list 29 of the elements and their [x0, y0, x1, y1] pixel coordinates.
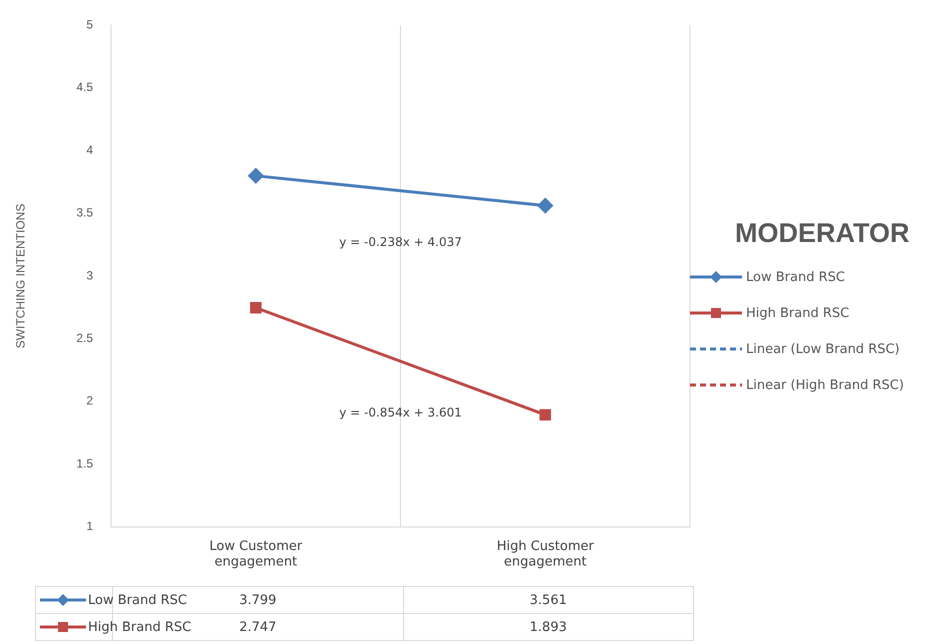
x-tick-label: Low Customer engagement: [209, 538, 303, 570]
point: [248, 168, 264, 184]
legend-label: High Brand RSC: [746, 306, 850, 320]
annotation: y = -0.238x + 4.037: [339, 234, 462, 249]
legend-label: Linear (Low Brand RSC): [746, 342, 900, 356]
y-tick-label: 1.5: [76, 456, 94, 470]
data-label: 3.799: [239, 592, 276, 608]
point: [538, 198, 553, 214]
point: [250, 302, 262, 314]
y-tick-label: 4.5: [76, 80, 94, 94]
point: [540, 409, 552, 421]
data-label: 1.893: [403, 614, 694, 640]
text: High Brand RSC: [88, 620, 192, 634]
y-tick-label: 3.5: [76, 206, 94, 220]
text: Low Brand RSC: [88, 592, 187, 608]
annotation: y = -0.854x + 3.601: [339, 405, 462, 420]
x-tick-label: High Customer engagement: [496, 538, 594, 570]
y-tick-label: 1: [86, 519, 94, 534]
y-tick-label: 4: [86, 142, 94, 157]
data-label: 2.747: [239, 620, 276, 634]
y-tick-label: 2.5: [76, 331, 94, 346]
data-label: 3.561: [403, 586, 694, 614]
y-tick-label: 5: [86, 18, 94, 32]
legend-title: MODERATOR: [735, 218, 910, 249]
legend-label: Linear (High Brand RSC): [746, 378, 904, 392]
y-tick-label: 3: [86, 268, 94, 282]
legend-label: Low Brand RSC: [746, 270, 845, 284]
y-tick-label: 2: [86, 394, 94, 408]
y-axis-title: SWITCHING INTENTIONS: [14, 204, 28, 348]
